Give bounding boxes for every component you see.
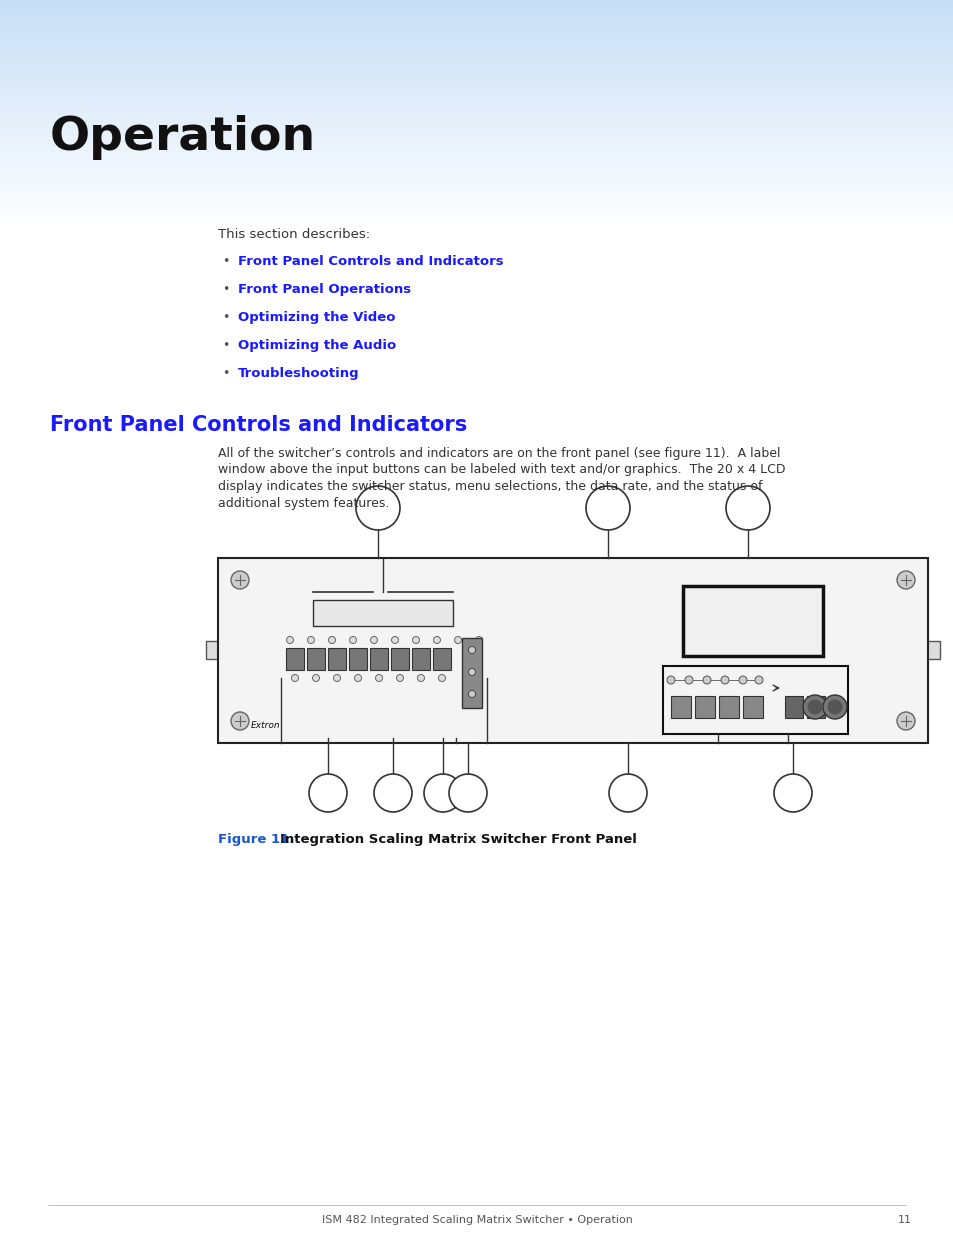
Bar (433, 648, 451, 671)
Circle shape (355, 487, 399, 530)
Circle shape (468, 690, 475, 698)
Circle shape (396, 674, 403, 682)
Text: Integration Scaling Matrix Switcher Front Panel: Integration Scaling Matrix Switcher Fron… (280, 832, 637, 846)
Text: •: • (222, 367, 229, 380)
Bar (670, 697, 690, 718)
Text: •: • (222, 311, 229, 324)
Bar (412, 648, 430, 671)
Text: display indicates the switcher status, menu selections, the data rate, and the s: display indicates the switcher status, m… (218, 480, 761, 493)
Circle shape (417, 674, 424, 682)
Text: Front Panel Controls and Indicators: Front Panel Controls and Indicators (50, 415, 467, 435)
Circle shape (702, 676, 710, 684)
Circle shape (309, 774, 347, 811)
Circle shape (725, 487, 769, 530)
Circle shape (292, 674, 298, 682)
Text: additional system features.: additional system features. (218, 496, 389, 510)
Bar (0, 230, 953, 1235)
Text: •: • (222, 283, 229, 296)
Circle shape (773, 774, 811, 811)
Text: Optimizing the Video: Optimizing the Video (237, 311, 395, 324)
Text: Optimizing the Audio: Optimizing the Audio (237, 338, 395, 352)
Bar (925, 641, 939, 659)
Circle shape (468, 646, 475, 653)
Circle shape (475, 636, 482, 643)
Text: All of the switcher’s controls and indicators are on the front panel (see figure: All of the switcher’s controls and indic… (218, 447, 780, 459)
Circle shape (608, 774, 646, 811)
Text: Front Panel Controls and Indicators: Front Panel Controls and Indicators (237, 254, 503, 268)
Bar (349, 648, 367, 671)
Circle shape (231, 713, 249, 730)
Bar (806, 697, 824, 718)
Circle shape (684, 676, 692, 684)
Text: •: • (222, 338, 229, 352)
Bar (218, 558, 927, 743)
Bar (328, 648, 346, 671)
Circle shape (423, 774, 461, 811)
Circle shape (449, 774, 486, 811)
Circle shape (666, 676, 675, 684)
Circle shape (307, 636, 314, 643)
Circle shape (391, 636, 398, 643)
Circle shape (468, 668, 475, 676)
Text: 11: 11 (897, 1215, 911, 1225)
Circle shape (433, 636, 440, 643)
Bar (461, 638, 481, 708)
Circle shape (313, 674, 319, 682)
Circle shape (412, 636, 419, 643)
Circle shape (375, 674, 382, 682)
Circle shape (754, 676, 762, 684)
Bar (391, 648, 409, 671)
Bar (206, 641, 220, 659)
Circle shape (355, 674, 361, 682)
Bar (370, 648, 388, 671)
Circle shape (585, 487, 629, 530)
Text: Front Panel Operations: Front Panel Operations (237, 283, 411, 296)
Text: •: • (222, 254, 229, 268)
Circle shape (454, 636, 461, 643)
Text: Operation: Operation (50, 115, 315, 161)
Circle shape (807, 700, 821, 714)
Text: ISM 482 Integrated Scaling Matrix Switcher • Operation: ISM 482 Integrated Scaling Matrix Switch… (321, 1215, 632, 1225)
Bar (662, 666, 847, 734)
Text: Troubleshooting: Troubleshooting (237, 367, 359, 380)
Circle shape (896, 713, 914, 730)
Circle shape (739, 676, 746, 684)
Bar (742, 697, 762, 718)
Text: window above the input buttons can be labeled with text and/or graphics.  The 20: window above the input buttons can be la… (218, 463, 784, 477)
Circle shape (328, 636, 335, 643)
Circle shape (374, 774, 412, 811)
Circle shape (827, 700, 841, 714)
Circle shape (802, 695, 826, 719)
Circle shape (370, 636, 377, 643)
Bar (682, 585, 822, 656)
Bar (695, 697, 714, 718)
Bar (719, 697, 739, 718)
Text: This section describes:: This section describes: (218, 228, 370, 241)
Circle shape (720, 676, 728, 684)
Circle shape (286, 636, 294, 643)
Circle shape (896, 571, 914, 589)
Circle shape (231, 571, 249, 589)
Bar (286, 648, 304, 671)
Circle shape (349, 636, 356, 643)
Circle shape (334, 674, 340, 682)
Bar (313, 600, 453, 626)
Text: Extron: Extron (251, 721, 280, 730)
Bar (307, 648, 325, 671)
Text: Figure 11.: Figure 11. (218, 832, 294, 846)
Circle shape (438, 674, 445, 682)
Circle shape (822, 695, 846, 719)
Bar (784, 697, 802, 718)
